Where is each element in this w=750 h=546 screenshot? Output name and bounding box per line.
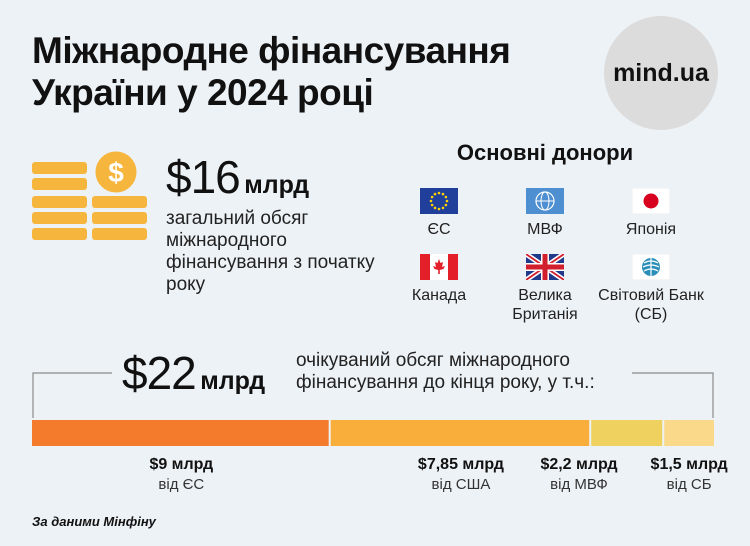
expected-amount-unit: млрд <box>200 367 266 395</box>
segment-label-3: $2,2 млрд від МВФ <box>524 455 634 495</box>
segment-source-label: від США <box>431 476 491 493</box>
total-description: загальний обсяг міжнародного фінансуванн… <box>166 208 375 295</box>
donor-label: Світовий Банк (СБ) <box>598 287 704 323</box>
svg-text:$: $ <box>108 157 124 188</box>
bar-segment-4 <box>664 420 714 446</box>
donor-imf: МВФ <box>490 188 600 239</box>
segment-value-label: $1,5 млрд <box>650 456 728 473</box>
segment-source-label: від МВФ <box>550 476 608 493</box>
total-amount-value: $16 <box>166 151 241 203</box>
bar-segment-3 <box>591 420 663 446</box>
donor-world-bank: Світовий Банк (СБ) <box>596 254 706 324</box>
coins-stack-icon: $ <box>32 148 147 240</box>
segment-source-label: від ЄС <box>158 476 205 493</box>
world-bank-logo-icon <box>632 254 670 280</box>
bar-segment-1 <box>32 420 329 446</box>
segment-label-2: $7,85 млрд від США <box>406 455 516 495</box>
imf-logo-icon <box>526 188 564 214</box>
segment-value-label: $7,85 млрд <box>417 456 504 473</box>
bar-segment-2 <box>330 420 590 446</box>
expected-amount-value: $22 <box>122 347 197 399</box>
segment-source-label: від СБ <box>666 476 712 493</box>
uk-flag-icon <box>526 254 564 280</box>
eu-flag-icon <box>420 188 458 214</box>
donor-label: МВФ <box>527 221 563 238</box>
donor-label: Японія <box>625 221 677 238</box>
donors-title: Основні донори <box>456 140 634 165</box>
donor-eu: ЄС <box>384 188 494 239</box>
donor-label: ЄС <box>427 221 451 238</box>
segment-value-label: $9 млрд <box>149 456 214 473</box>
expected-amount: $22 млрд <box>122 346 265 400</box>
donor-uk: Велика Британія <box>490 254 600 324</box>
page-title: Міжнародне фінансування України у 2024 р… <box>32 30 572 114</box>
donor-japan: Японія <box>596 188 706 239</box>
donor-label: Велика Британія <box>512 287 578 323</box>
canada-flag-icon <box>420 254 458 280</box>
stacked-bar-chart <box>32 420 714 446</box>
segment-label-1: $9 млрд від ЄС <box>126 455 236 495</box>
donor-canada: Канада <box>384 254 494 305</box>
total-amount: $16 млрд <box>166 150 309 204</box>
donor-label: Канада <box>411 287 467 304</box>
title-line-1: Міжнародне фінансування <box>32 30 511 71</box>
bracket-line <box>32 372 714 418</box>
logo-text: mind.ua <box>613 58 709 87</box>
expected-description: очікуваний обсяг міжнародного фінансуван… <box>296 350 595 393</box>
title-line-2: України у 2024 році <box>32 72 374 113</box>
segment-label-4: $1,5 млрд від СБ <box>634 455 744 495</box>
japan-flag-icon <box>632 188 670 214</box>
segment-value-label: $2,2 млрд <box>540 456 618 473</box>
source-note: За даними Мінфіну <box>32 514 156 529</box>
mind-ua-logo: mind.ua <box>604 16 718 130</box>
total-amount-unit: млрд <box>244 171 310 199</box>
